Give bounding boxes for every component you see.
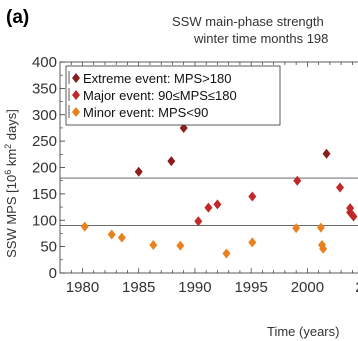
y-axis-label-sup2: 2 [3,144,13,149]
x-tick-label: 2000 [291,279,324,296]
data-point [134,166,143,177]
legend-marker [72,90,80,100]
data-points [80,122,358,259]
legend-box [65,65,281,126]
legend-label: Major event: 90≤MPS≤180 [83,88,237,103]
y-tick-label: 350 [32,80,57,97]
data-point [80,221,89,232]
y-tick-label: 0 [49,265,57,282]
data-point [176,240,185,251]
data-point [322,148,331,159]
data-point [107,229,116,240]
data-point [222,248,231,259]
data-point [316,222,325,233]
threshold-lines [60,177,358,226]
data-point [293,175,302,186]
data-point [346,203,355,214]
y-tick-label: 300 [32,107,57,124]
x-tick-label: 20 [355,279,358,296]
data-point [117,232,126,243]
y-axis-label: SSW MPS [106 km2 days] [3,109,19,258]
data-point [336,182,345,193]
x-tick-label: 1995 [234,279,267,296]
data-point [179,122,188,133]
x-tick-label: 1985 [122,279,155,296]
y-axis-label-sup1: 6 [3,170,13,175]
x-axis-label: Time (years) [267,324,339,339]
y-axis-label-suffix: days] [4,109,19,144]
y-tick-label: 400 [32,54,57,71]
panel-label: (a) [6,7,29,28]
data-point [292,223,301,234]
y-tick-label: 50 [40,239,57,256]
data-point [248,191,257,202]
y-tick-label: 250 [32,133,57,150]
chart-title-line1: SSW main-phase strength [172,14,324,29]
x-axis-ticks: 1980 1985 1990 1995 2000 20 [66,62,358,296]
legend: Extreme event: MPS>180 Major event: 90≤MP… [65,65,281,126]
y-tick-label: 200 [32,160,57,177]
legend-label: Minor event: MPS<90 [83,105,208,120]
data-point [167,156,176,167]
data-point [349,211,358,222]
data-point [213,199,222,210]
chart-title-line2: winter time months 198 [193,31,328,46]
legend-label: Extreme event: MPS>180 [83,71,232,86]
legend-marker [72,73,80,83]
data-point [194,216,203,227]
y-axis-label-mid: km [4,149,19,170]
x-tick-label: 1980 [66,279,99,296]
y-axis-label-prefix: SSW MPS [10 [4,175,19,258]
y-tick-label: 100 [32,212,57,229]
data-point [319,243,328,254]
data-point [149,240,158,251]
y-tick-label: 150 [32,186,57,203]
legend-marker [72,107,80,117]
x-tick-label: 1990 [178,279,211,296]
data-point [248,237,257,248]
data-point [204,202,213,213]
y-axis-ticks: 0 50 100 150 200 250 300 350 400 [32,54,65,282]
